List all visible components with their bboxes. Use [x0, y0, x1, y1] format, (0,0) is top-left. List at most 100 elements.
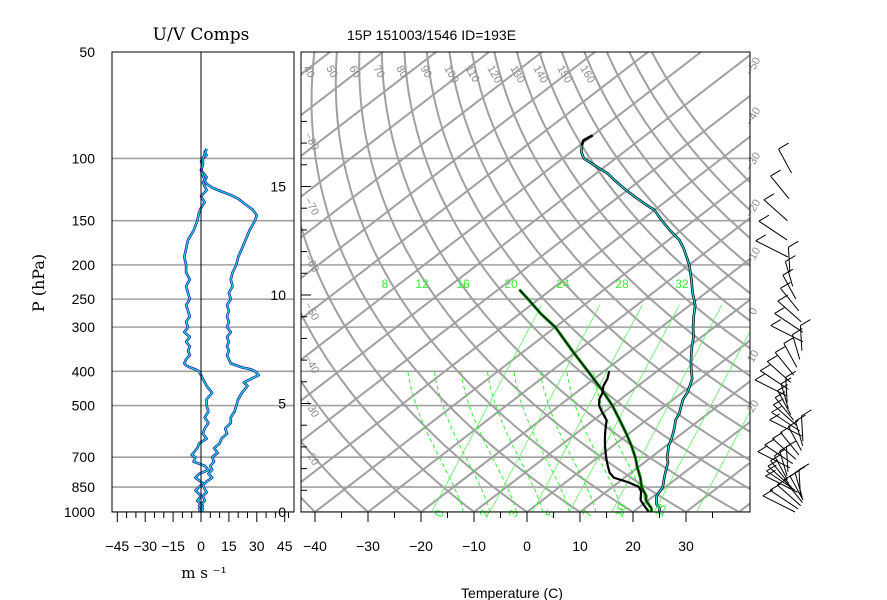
wind-barb-staff [780, 287, 800, 312]
wind-barb-flag [788, 240, 799, 248]
wind-barb-staff [794, 472, 803, 498]
wind-barb-flag [795, 414, 806, 422]
wind-barb-staff [783, 343, 798, 368]
isotherm-edge-label: −70 [301, 196, 321, 218]
wind-barb-flag [786, 440, 797, 448]
skewt-moist-adiabat [433, 371, 491, 512]
wind-barb-flag [766, 355, 778, 362]
moist-adiabat-label: 5 [543, 508, 559, 519]
wind-barb-flag [757, 445, 769, 453]
skewt-dry-adiabat [301, 311, 476, 512]
isotherm-edge-label: −20 [301, 446, 321, 468]
wind-barb-flag [772, 432, 783, 439]
dry-adiabat-label: 70 [370, 64, 387, 81]
pressure-tick-label: 1000 [64, 504, 95, 520]
skewt-dry-adiabat [650, 52, 750, 184]
wind-barb-staff [777, 390, 792, 415]
wind-barb-staff [787, 247, 791, 273]
wind-barb-flag [758, 214, 770, 222]
uv-x-tick-label: 0 [197, 538, 205, 554]
wind-barb-flag [782, 268, 794, 276]
wind-barb-staff [763, 199, 788, 222]
moist-adiabat-label: 13 [652, 501, 670, 519]
wind-barb-staff [760, 370, 789, 390]
uv-frame [111, 51, 295, 513]
wind-barb-flag [785, 255, 796, 262]
skewt-mixing-ratio-line [569, 305, 680, 512]
skewt-mixing-ratio-line [531, 305, 643, 512]
skewt-isotherm [301, 52, 331, 76]
skewed-isotherm-label: −10 [744, 245, 764, 267]
skewt-dry-adiabat [560, 52, 750, 295]
mixing-ratio-label: 8 [382, 277, 389, 291]
uv-components-panel: −45 −30 −15 0 15 30 45 50100150200250300400500… [29, 25, 295, 582]
skewt-isotherm [738, 502, 750, 512]
skewed-isotherm-label: 10 [745, 348, 762, 365]
skewt-isotherm [632, 420, 750, 512]
isotherm-edge-label: −60 [301, 253, 321, 275]
pressure-tick-label: 150 [72, 213, 96, 229]
skewt-moist-adiabat [592, 371, 650, 512]
skewt-mixing-ratio-line [611, 305, 723, 512]
dewpoint-profile [598, 371, 650, 512]
dry-adiabat-label: 50 [323, 64, 340, 81]
skewed-isotherm-label: −20 [744, 197, 764, 219]
temperature-tick-label: 0 [523, 538, 531, 554]
uv-x-axis: −45 −30 −15 0 15 30 45 [105, 512, 293, 554]
wind-barb-staff [766, 361, 792, 383]
wind-barb-staff [800, 415, 804, 442]
skewt-moist-adiabat [407, 371, 464, 512]
skewt-isotherm [314, 176, 750, 512]
skewt-isotherm [301, 53, 750, 402]
temperature-tick-label: 20 [625, 538, 641, 554]
temperature-tick-label: 10 [572, 538, 588, 554]
skewt-isotherm [579, 379, 750, 512]
skewt-dry-adiabat [358, 52, 689, 512]
mixing-ratio-label: 24 [556, 277, 570, 291]
skewt-dry-adiabat [605, 52, 750, 240]
moist-adiabat-label: 10 [612, 501, 630, 519]
wind-barb-staff [769, 419, 803, 437]
uv-x-axis-label: m s ⁻¹ [181, 564, 226, 582]
wind-barb-staff [757, 451, 791, 469]
wind-barb-flag [775, 346, 786, 353]
wind-barb-staff [758, 220, 788, 241]
skewt-moist-adiabat [566, 371, 623, 512]
pressure-tick-label: 250 [72, 291, 96, 307]
uv-series-line [198, 148, 260, 512]
temperature-axis: −40 −30 −20 −10 0 10 20 30 [288, 512, 713, 554]
wind-barb-staff [767, 465, 792, 488]
pressure-tick-label: 100 [72, 150, 96, 166]
dry-adiabat-label: 160 [577, 64, 597, 86]
wind-barb-staff [778, 148, 792, 174]
wind-barb-flag [769, 483, 781, 491]
skewed-isotherm-label: −40 [744, 105, 764, 127]
wind-barb-staff [798, 469, 801, 495]
skewt-dry-adiabat [538, 52, 750, 322]
mixing-ratio-label: 12 [415, 277, 429, 291]
wind-barb-staff [772, 438, 797, 460]
skewt-moist-adiabat [513, 371, 570, 512]
wind-barb-flag [764, 438, 775, 446]
moist-adiabat-label: 3 [506, 508, 522, 519]
wind-barb-flag [760, 364, 771, 372]
wind-barb-flag [763, 193, 775, 201]
wind-barb-staff [774, 397, 794, 421]
skewt-isotherm [792, 52, 887, 512]
isotherm-edge-label: −40 [301, 354, 321, 376]
skewt-moist-adiabat [539, 371, 597, 512]
wind-barb-staff [771, 411, 800, 432]
wind-barb-staff [777, 300, 802, 323]
dry-adiabat-label: 60 [346, 64, 363, 81]
skewt-isotherm [420, 257, 750, 512]
pressure-tick-label: 50 [79, 44, 95, 60]
skewt-dry-adiabat [515, 52, 750, 350]
wind-barb-staff [766, 470, 795, 491]
skewt-dry-adiabat [583, 52, 750, 267]
wind-barb-staff [769, 489, 799, 510]
skewt-dry-adiabat [470, 52, 750, 405]
skewt-isotherm [301, 52, 702, 361]
